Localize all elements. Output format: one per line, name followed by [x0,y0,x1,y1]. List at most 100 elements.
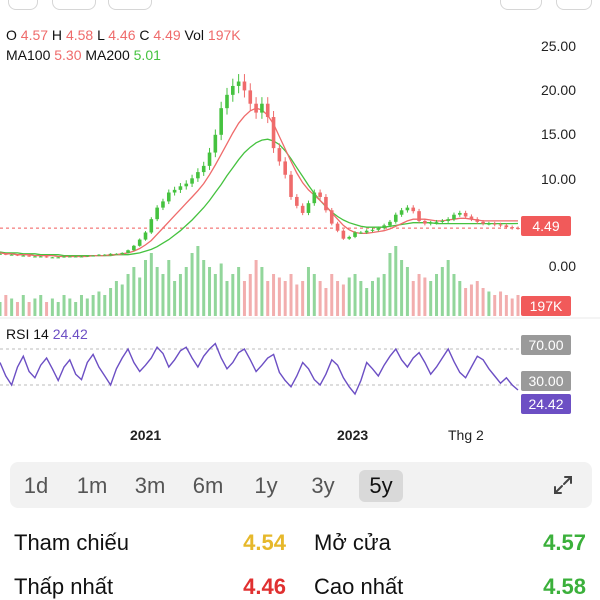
volume-bar [120,284,124,316]
volume-bar [312,274,316,316]
price-candle [137,239,142,246]
volume-bar [388,253,392,316]
price-candle [0,253,2,255]
price-candle [178,186,183,190]
chart-svg[interactable] [0,0,600,420]
rsi-value-tag: 24.42 [521,394,571,414]
price-candle [15,254,20,256]
rsi-chart [0,342,520,396]
volume-bar [347,277,351,316]
volume-bar [0,302,2,316]
price-candle [335,223,340,231]
price-candle [56,257,61,259]
volume-bar [510,298,514,316]
price-candle [201,165,206,173]
volume-bar [33,298,37,316]
volume-bar [97,291,101,316]
x-axis-label: 2023 [337,427,369,443]
volume-bar [184,267,188,316]
volume-bar [330,274,334,316]
volume-bar [499,291,503,316]
last-price-tag: 4.49 [521,216,571,236]
volume-bar [132,267,136,316]
ma200-line [0,138,519,257]
price-candle [120,252,125,254]
volume-bar [341,284,345,316]
price-candle [79,256,84,258]
price-candle [312,192,317,204]
volume-bar [237,267,241,316]
price-candle [9,254,14,256]
volume-bar [149,253,153,316]
price-candle [271,117,276,149]
price-candle [33,256,37,258]
price-candle [405,207,410,211]
volume-bar [202,260,206,316]
timeframe-6m[interactable]: 6m [192,473,224,498]
expand-icon[interactable] [552,474,574,496]
volume-bar [365,288,369,316]
price-candle [370,229,375,231]
price-candle [469,216,474,220]
price-candle [487,223,491,225]
price-candle [4,253,8,255]
price-candle [434,221,439,223]
volume-bar [208,267,212,316]
volume-bar [440,267,444,316]
volume-bar [27,302,31,316]
price-candle [21,255,26,257]
volume-bar [382,274,386,316]
price-candle [231,85,235,95]
timeframe-1m[interactable]: 1m [76,473,108,498]
volume-bar [144,260,148,316]
volume-bar [336,281,340,316]
timeframe-5y[interactable]: 5y [359,470,403,502]
volume-bar [231,274,235,316]
price-candle [457,212,462,215]
volume-bar [225,281,229,316]
price-candle [510,227,514,229]
volume-bar [283,281,287,316]
price-candle [260,103,264,113]
volume-bar [405,267,409,316]
price-chart [0,74,520,259]
ma100-line [0,107,518,258]
price-candle [114,253,119,255]
volume-bar [289,274,293,316]
price-candle [399,210,404,215]
volume-bar [74,302,78,316]
price-candle [155,207,159,220]
x-axis-label: 2021 [130,427,162,443]
volume-bar [68,298,72,316]
price-candle [428,222,433,224]
price-candle [126,250,130,253]
volume-bar [161,274,165,316]
volume-bar [126,274,130,316]
volume-bar [45,302,49,316]
low-price-label: Thấp nhất [14,574,114,599]
price-candle [44,256,49,258]
volume-tag: 197K [521,296,571,316]
volume-bar [481,288,485,316]
volume-bar [435,274,439,316]
volume-bar [504,295,508,316]
price-candle [481,221,485,224]
timeframe-1y[interactable]: 1y [254,473,278,498]
volume-bar [85,298,89,316]
price-candle [364,230,369,233]
volume-bar [213,274,217,316]
volume-bar [487,291,491,316]
timeframe-3m[interactable]: 3m [134,473,166,498]
volume-bar [254,260,258,316]
volume-bar [475,281,479,316]
volume-bar [173,281,177,316]
ma-readout: MA100 5.30 MA200 5.01 [6,47,161,63]
price-candle [190,178,194,184]
volume-bar [260,267,264,316]
timeframe-1d[interactable]: 1d [23,473,49,498]
price-candle [283,161,287,175]
price-candle [475,219,480,222]
volume-bar [295,284,299,316]
price-candle [91,255,95,257]
timeframe-3y[interactable]: 3y [311,473,335,498]
